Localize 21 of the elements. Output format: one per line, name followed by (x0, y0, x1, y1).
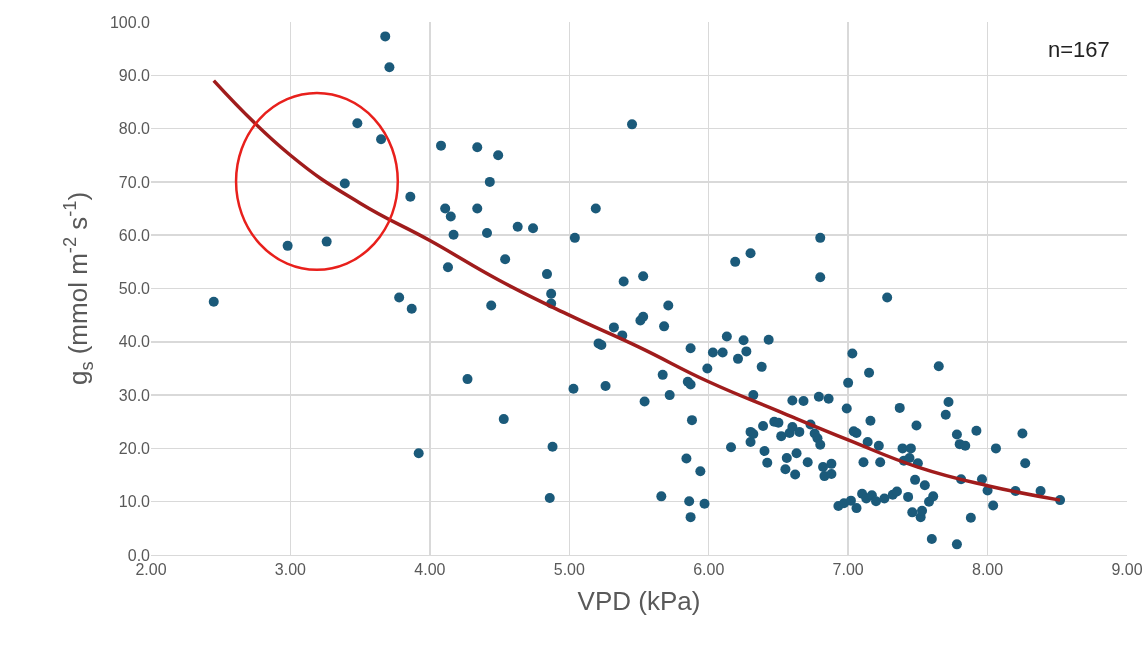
x-tick-label: 5.00 (553, 561, 585, 579)
y-tick-label: 30.0 (118, 386, 151, 404)
x-tick-label: 8.00 (972, 561, 1004, 579)
x-axis-title: VPD (kPa) (577, 585, 701, 616)
x-tick-label: 3.00 (274, 561, 307, 579)
y-tick-label: 40.0 (118, 333, 151, 351)
y-tick-label: 20.0 (118, 440, 151, 457)
y-tick-label: 0.0 (127, 546, 151, 564)
x-tick-label: 6.00 (693, 561, 725, 579)
x-tick-label: 4.00 (414, 561, 446, 579)
x-tick-label: 2.00 (135, 561, 167, 579)
y-tick-label: 100.0 (109, 13, 151, 31)
y-tick-label: 70.0 (118, 173, 151, 191)
y-tick-label: 60.0 (118, 226, 151, 244)
y-tick-label: 10.0 (118, 493, 151, 511)
y-tick-label: 50.0 (118, 280, 151, 298)
x-tick-label: 9.00 (1111, 561, 1143, 579)
annotation: n=167 (1048, 37, 1110, 62)
y-tick-label: 80.0 (118, 120, 151, 138)
x-tick-label: 7.00 (832, 561, 864, 579)
y-tick-label: 90.0 (118, 66, 151, 84)
